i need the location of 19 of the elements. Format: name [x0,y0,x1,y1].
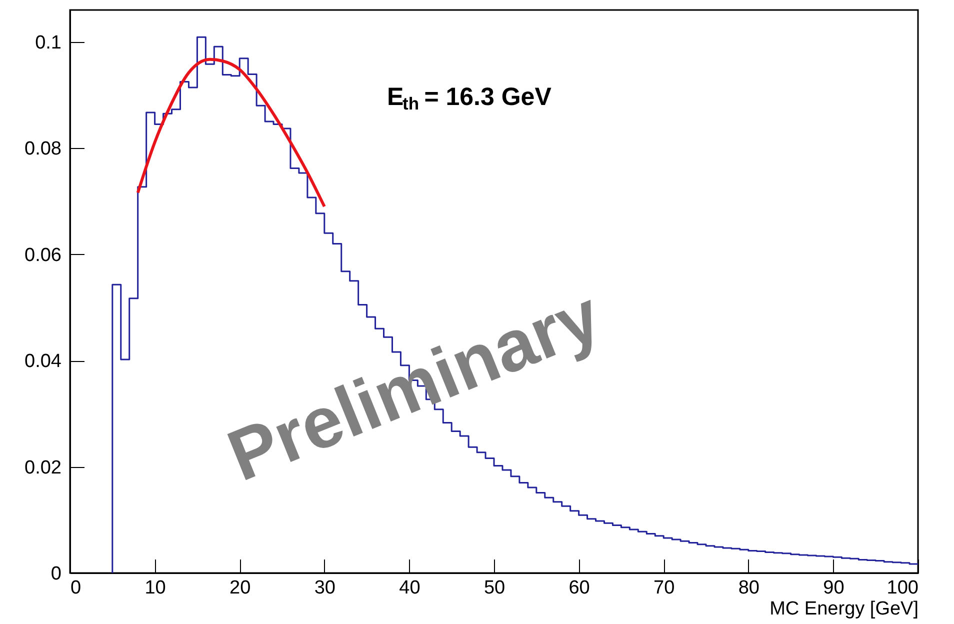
x-tick-label: 90 [823,578,844,598]
y-tick-label: 0.04 [24,351,62,372]
x-tick-label: 60 [568,578,590,598]
line-series [136,58,326,208]
x-tick-label: 10 [144,578,166,598]
y-tick-label: 0.08 [24,138,62,160]
x-tick-label: 80 [738,578,760,598]
x-tick-label: 20 [230,578,251,598]
x-axis-title: MC Energy [GeV] [770,598,918,620]
x-tick-label: 50 [484,578,506,598]
y-tick-label: 0 [50,564,62,584]
x-tick-label: 100 [886,578,918,598]
y-tick-label: 0.02 [24,457,62,478]
x-tick-label: 40 [399,578,420,598]
x-tick-label: 30 [314,578,336,598]
x-tick-label: 70 [654,578,675,598]
x-tick-label: 0 [70,578,82,598]
y-tick-label: 0.06 [24,244,62,266]
y-tick-label: 0.1 [35,32,62,54]
